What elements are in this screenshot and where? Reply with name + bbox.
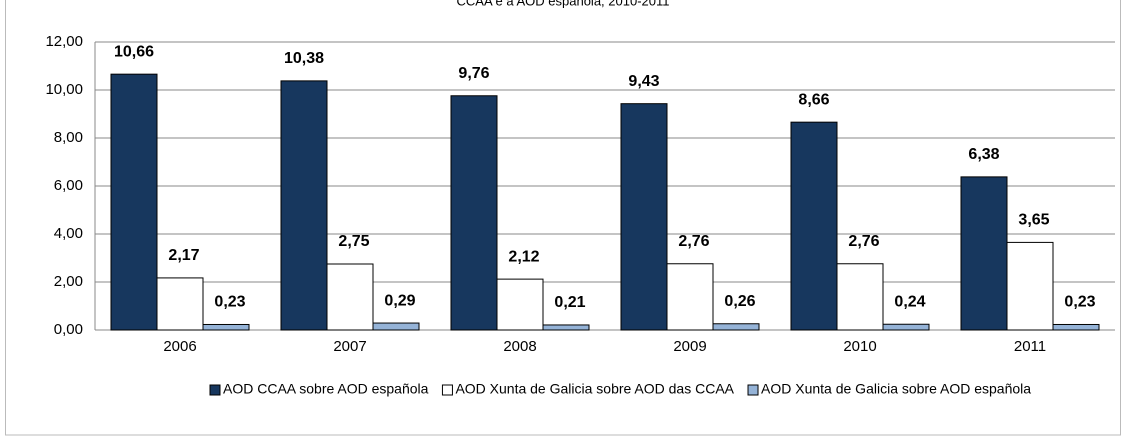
bar xyxy=(450,95,498,331)
bar xyxy=(110,73,158,331)
value-label: 9,76 xyxy=(458,65,489,82)
bar xyxy=(790,121,838,331)
bar xyxy=(372,322,420,331)
bar xyxy=(1006,241,1054,331)
y-tick-label: 10,00 xyxy=(45,81,83,98)
value-label: 0,23 xyxy=(1064,294,1095,311)
legend-swatch xyxy=(441,384,453,396)
bar xyxy=(960,176,1008,331)
y-tick-label: 2,00 xyxy=(54,273,83,290)
value-label: 3,65 xyxy=(1018,212,1049,229)
y-tick-label: 6,00 xyxy=(54,177,83,194)
y-tick-label: 0,00 xyxy=(54,321,83,338)
x-tick-label: 2006 xyxy=(163,338,196,355)
value-label: 0,21 xyxy=(554,294,585,311)
chart-frame xyxy=(5,0,1121,436)
bar xyxy=(326,263,374,331)
value-label: 6,38 xyxy=(968,146,999,163)
value-label: 0,23 xyxy=(214,294,245,311)
value-label: 2,76 xyxy=(678,233,709,250)
legend-swatch xyxy=(209,384,221,396)
bar xyxy=(280,80,328,331)
value-label: 0,29 xyxy=(384,292,415,309)
y-tick-label: 8,00 xyxy=(54,129,83,146)
value-label: 2,76 xyxy=(848,233,879,250)
chart-title: CCAA e a AOD española, 2010-2011 xyxy=(457,0,670,8)
value-label: 2,12 xyxy=(508,248,539,265)
bar xyxy=(666,263,714,331)
legend-label: AOD Xunta de Galicia sobre AOD española xyxy=(761,381,1031,397)
bar xyxy=(1052,323,1100,331)
bar xyxy=(712,323,760,331)
x-tick-label: 2010 xyxy=(843,338,876,355)
value-label: 10,38 xyxy=(284,50,324,67)
bar xyxy=(496,278,544,331)
x-tick-label: 2008 xyxy=(503,338,536,355)
value-label: 8,66 xyxy=(798,91,829,108)
legend-swatch xyxy=(747,384,759,396)
bar xyxy=(836,263,884,331)
legend-label: AOD Xunta de Galicia sobre AOD das CCAA xyxy=(455,381,734,397)
value-label: 2,75 xyxy=(338,233,369,250)
y-tick-label: 4,00 xyxy=(54,225,83,242)
bar xyxy=(202,323,250,331)
legend-label: AOD CCAA sobre AOD española xyxy=(223,381,429,397)
value-label: 9,43 xyxy=(628,73,659,90)
y-tick-label: 12,00 xyxy=(45,33,83,50)
x-tick-label: 2011 xyxy=(1014,338,1046,355)
bar xyxy=(882,323,930,331)
value-label: 0,24 xyxy=(894,293,925,310)
bar xyxy=(542,324,590,331)
x-tick-label: 2007 xyxy=(333,338,366,355)
value-label: 0,26 xyxy=(724,293,755,310)
bar xyxy=(620,103,668,331)
value-label: 2,17 xyxy=(168,247,199,264)
value-label: 10,66 xyxy=(114,43,154,60)
x-tick-label: 2009 xyxy=(673,338,706,355)
bar xyxy=(156,277,204,331)
